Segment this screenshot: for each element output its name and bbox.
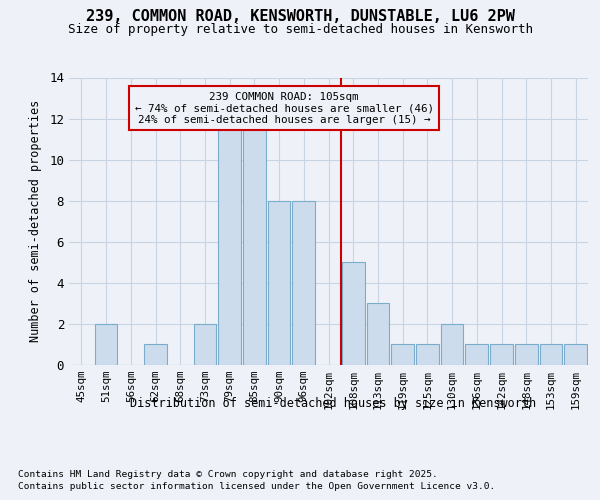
Bar (490, 344, 513, 365)
Text: Contains public sector information licensed under the Open Government Licence v3: Contains public sector information licen… (18, 482, 495, 491)
Bar (391, 344, 414, 365)
Bar (218, 118, 241, 365)
Y-axis label: Number of semi-detached properties: Number of semi-detached properties (29, 100, 42, 342)
Bar (466, 344, 488, 365)
Bar (515, 344, 538, 365)
Text: 239, COMMON ROAD, KENSWORTH, DUNSTABLE, LU6 2PW: 239, COMMON ROAD, KENSWORTH, DUNSTABLE, … (86, 9, 514, 24)
Bar (367, 304, 389, 365)
Bar (292, 200, 315, 365)
Bar (243, 118, 266, 365)
Text: Distribution of semi-detached houses by size in Kensworth: Distribution of semi-detached houses by … (130, 398, 536, 410)
Text: Contains HM Land Registry data © Crown copyright and database right 2025.: Contains HM Land Registry data © Crown c… (18, 470, 438, 479)
Bar (564, 344, 587, 365)
Bar (268, 200, 290, 365)
Bar (194, 324, 216, 365)
Bar (441, 324, 463, 365)
Bar (416, 344, 439, 365)
Bar (95, 324, 118, 365)
Bar (342, 262, 365, 365)
Bar (539, 344, 562, 365)
Text: 239 COMMON ROAD: 105sqm
← 74% of semi-detached houses are smaller (46)
24% of se: 239 COMMON ROAD: 105sqm ← 74% of semi-de… (134, 92, 434, 125)
Bar (144, 344, 167, 365)
Text: Size of property relative to semi-detached houses in Kensworth: Size of property relative to semi-detach… (67, 22, 533, 36)
